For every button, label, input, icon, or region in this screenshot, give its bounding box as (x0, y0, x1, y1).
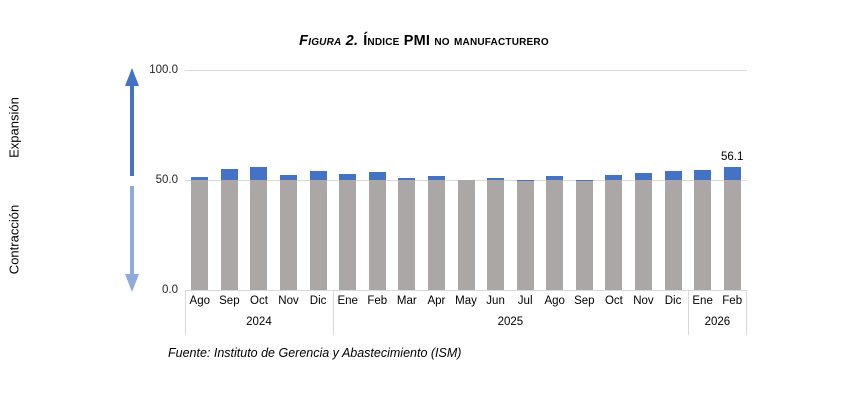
pmi-bar (191, 176, 209, 290)
year-group-label: 2024 (246, 316, 272, 328)
month-tick-label: Apr (427, 295, 446, 307)
bar-expansion-segment (605, 174, 623, 180)
month-tick-label: Feb (722, 295, 743, 307)
pmi-bar (398, 178, 416, 290)
month-tick-label: Ene (337, 295, 358, 307)
y-tick-label: 50.0 (155, 174, 178, 186)
month-tick-label: Oct (604, 295, 623, 307)
pmi-bar (546, 175, 564, 290)
y-tick-label: 100.0 (149, 64, 178, 76)
bar-expansion-segment (309, 170, 327, 180)
figure-title: Figura 2. Índice PMI no manufacturero (0, 33, 848, 49)
bar-expansion-segment (487, 178, 505, 180)
month-tick-label: Sep (574, 295, 595, 307)
bar-expansion-segment (250, 166, 268, 180)
month-tick-label: Feb (367, 295, 388, 307)
year-group-separator (687, 290, 689, 335)
pmi-bar (427, 176, 445, 290)
pmi-bar (250, 166, 268, 290)
pmi-bar (723, 166, 741, 290)
figure-title-text: Índice PMI no manufacturero (363, 33, 549, 49)
month-tick-label: Oct (250, 295, 268, 307)
month-tick-label: Ago (544, 295, 565, 307)
gridline (185, 70, 747, 71)
month-tick-label: Dic (664, 295, 682, 307)
bar-expansion-segment (191, 176, 209, 180)
bar-expansion-segment (220, 169, 238, 180)
month-tick-label: Dic (309, 295, 327, 307)
pmi-bar (457, 180, 475, 290)
year-group-label: 2026 (704, 316, 731, 328)
year-group-label: 2025 (497, 316, 524, 328)
month-tick-label: May (455, 295, 477, 307)
pmi-bar (516, 179, 534, 290)
bar-expansion-segment (723, 166, 741, 180)
pmi-bar (339, 173, 357, 290)
month-tick-label: Jun (486, 295, 505, 307)
pmi-bar (575, 179, 593, 290)
pmi-bar (634, 173, 652, 290)
bar-expansion-segment (339, 173, 357, 180)
plot-area: 56.1 (185, 70, 747, 290)
bar-expansion-segment (280, 175, 298, 180)
pmi-bar (605, 174, 623, 290)
pmi-bar (368, 172, 386, 290)
month-tick-label: Jul (517, 295, 533, 307)
month-tick-label: Nov (633, 295, 654, 307)
bar-expansion-segment (634, 173, 652, 180)
x-axis-line (185, 290, 747, 291)
pmi-bar (309, 170, 327, 290)
year-group-separator (332, 290, 334, 335)
last-value-label: 56.1 (721, 150, 744, 163)
pmi-bar (220, 169, 238, 290)
pmi-bar (694, 170, 712, 290)
contraction-axis-label: Contracción (6, 204, 22, 275)
expansion-axis-label: Expansión (6, 97, 22, 158)
source-note: Fuente: Instituto de Gerencia y Abasteci… (168, 346, 462, 360)
bar-expansion-segment (427, 176, 445, 180)
bar-expansion-segment (694, 170, 712, 180)
bar-expansion-segment (546, 175, 564, 180)
x-axis: Ago Sep Oct Nov Dic 2024 Ene Feb Mar Apr May Jun Jul… (185, 290, 747, 335)
month-tick-label: Ene (692, 295, 713, 307)
pmi-bar (280, 175, 298, 290)
bar-expansion-segment (368, 172, 386, 180)
figure-number: Figura 2. (299, 33, 359, 49)
y-tick-label: 0.0 (162, 284, 178, 296)
month-tick-label: Mar (396, 295, 417, 307)
pmi-bar (487, 178, 505, 290)
year-group-separator (746, 290, 747, 335)
year-group-separator (185, 290, 186, 335)
bar-expansion-segment (398, 178, 416, 180)
expansion-contraction-arrow-icon (125, 68, 139, 292)
bar-expansion-segment (664, 170, 682, 180)
month-tick-label: Nov (278, 295, 299, 307)
month-tick-label: Sep (219, 295, 240, 307)
month-tick-label: Ago (189, 295, 211, 307)
pmi-bar (664, 170, 682, 290)
